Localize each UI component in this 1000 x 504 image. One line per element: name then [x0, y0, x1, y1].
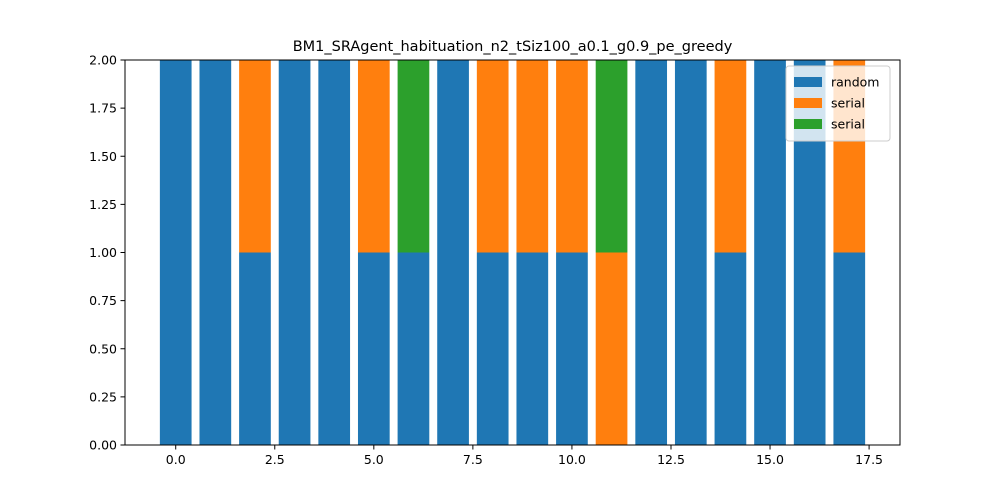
bar-segment-8-random: [476, 252, 509, 445]
y-tick-label: 1.25: [89, 197, 117, 212]
x-tick-label: 17.5: [855, 452, 883, 467]
bar-segment-13-random: [674, 60, 707, 445]
bar-segment-14-random: [714, 252, 747, 445]
bar-segment-2-serial: [239, 60, 271, 253]
x-tick-label: 2.5: [265, 452, 285, 467]
y-tick-label: 0.00: [89, 438, 117, 453]
legend-swatch-1: [794, 98, 822, 108]
bar-segment-1-random: [199, 60, 232, 445]
axes-layer: 0.0 2.5 5.0 7.5 10.0 12.5 15.0 17.5 0.00 0.25 0.50…: [89, 53, 901, 467]
bar-segment-0-random: [159, 60, 192, 445]
y-tick-label: 2.00: [89, 53, 117, 68]
y-tick-label: 0.25: [89, 389, 117, 404]
bar-segment-2-random: [239, 252, 271, 445]
bar-segment-5-random: [357, 252, 390, 445]
legend: random serial serial: [785, 65, 891, 142]
x-tick-label: 5.0: [364, 452, 384, 467]
bar-segment-15-random: [754, 60, 786, 445]
bar-segment-9-serial: [516, 60, 549, 253]
bar-segment-11-serial: [595, 252, 628, 445]
y-tick-label: 0.75: [89, 293, 117, 308]
bar-segment-5-serial: [357, 60, 390, 253]
bar-segment-12-random: [635, 60, 668, 445]
legend-swatch-2: [794, 119, 822, 129]
bar-segment-9-random: [516, 252, 549, 445]
bar-segment-3-random: [278, 60, 311, 445]
x-tick-label: 12.5: [657, 452, 685, 467]
legend-label-1: serial: [831, 96, 865, 111]
y-tick-label: 1.00: [89, 245, 117, 260]
bar-segment-7-random: [437, 60, 469, 445]
legend-label-2: serial: [831, 117, 865, 132]
bar-segment-6-serial: [397, 60, 430, 253]
bars-layer: [159, 60, 866, 445]
y-tick-label: 0.50: [89, 341, 117, 356]
x-tick-label: 10.0: [558, 452, 586, 467]
x-tick-label: 15.0: [756, 452, 784, 467]
bar-segment-4-random: [318, 60, 351, 445]
bar-segment-8-serial: [476, 60, 509, 253]
legend-swatch-0: [794, 77, 822, 87]
x-tick-label: 7.5: [463, 452, 483, 467]
x-tick-label: 0.0: [166, 452, 186, 467]
y-tick-label: 1.50: [89, 149, 117, 164]
bar-segment-10-serial: [556, 60, 588, 253]
bar-segment-11-serial: [595, 60, 628, 253]
legend-label-0: random: [831, 75, 879, 90]
bar-segment-17-random: [833, 252, 866, 445]
bar-segment-10-random: [556, 252, 588, 445]
y-tick-label: 1.75: [89, 101, 117, 116]
chart-title: BM1_SRAgent_habituation_n2_tSiz100_a0.1_…: [293, 39, 733, 55]
bar-segment-6-random: [397, 252, 430, 445]
bar-segment-14-serial: [714, 60, 747, 253]
